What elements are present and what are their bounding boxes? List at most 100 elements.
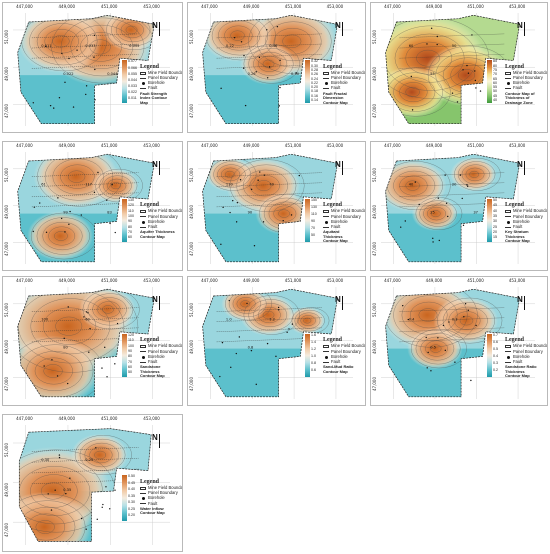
borehole-marker <box>39 202 41 204</box>
borehole-marker <box>474 79 477 82</box>
legend-item-label: Borehole <box>513 80 530 86</box>
borehole-marker <box>56 375 59 377</box>
color-scale-bar <box>305 199 310 242</box>
legend-title: Legend <box>140 479 160 485</box>
color-scale-tick: 80 <box>128 224 132 229</box>
legend-item: Mine Field Boundary <box>140 70 182 76</box>
x-coordinate-label: 453,000 <box>508 4 526 9</box>
borehole-marker <box>402 304 404 307</box>
panel-boundaries <box>399 172 505 208</box>
borehole-marker <box>400 226 402 228</box>
borehole-marker <box>430 370 432 372</box>
north-arrow-icon: N <box>152 295 158 304</box>
color-scale-tick: 45 <box>493 203 497 208</box>
borehole-marker <box>240 41 243 43</box>
borehole-marker <box>64 81 66 84</box>
x-coordinate-label: 453,000 <box>326 278 344 283</box>
color-scale-tick: 70 <box>311 226 315 231</box>
north-arrow-shaft <box>342 296 343 310</box>
legend-symbol-icon <box>324 220 328 224</box>
color-scale-tick: 0.2 <box>493 368 498 373</box>
borehole-marker <box>85 311 88 313</box>
north-arrow-shaft <box>524 22 525 36</box>
borehole-marker <box>430 27 433 29</box>
x-coordinate-label: 449,000 <box>58 4 76 9</box>
color-scale-tick: 0.22 <box>311 80 318 85</box>
borehole-marker <box>89 327 91 330</box>
borehole-marker <box>220 87 222 90</box>
boreholes <box>47 447 116 530</box>
x-coordinate-label: 449,000 <box>425 278 443 283</box>
borehole-marker <box>462 69 464 71</box>
y-coordinate-label: 49,000 <box>4 340 9 355</box>
color-scale-tick: 35 <box>493 213 497 218</box>
borehole-marker <box>471 34 473 36</box>
boreholes <box>220 171 300 247</box>
mine-field-boundary <box>202 288 338 398</box>
map-panel-1: 0.011 0.022 0.033 0.044 0.055 447,000 449,000 4… <box>2 2 183 133</box>
x-coordinate-label: 447,000 <box>16 416 33 421</box>
legend-item-label: Fault <box>148 500 158 506</box>
borehole-marker <box>239 179 242 181</box>
borehole-marker <box>80 214 83 216</box>
borehole-marker <box>102 503 104 506</box>
color-scale-tick: 0.066 <box>128 65 137 70</box>
borehole-marker <box>276 25 279 28</box>
north-arrow-icon: N <box>335 295 341 304</box>
legend-item-label: Fault <box>331 223 341 229</box>
legend-item: Borehole <box>140 219 176 225</box>
contour-field <box>385 154 520 262</box>
legend-item: Mine Field Boundary <box>140 209 182 214</box>
legend-item-label: Mine Field Boundary <box>148 343 183 349</box>
borehole-marker <box>286 331 288 333</box>
legend-item: Mine Field Boundary <box>505 344 547 349</box>
contour-value-label: 0.22 <box>226 44 234 48</box>
contour-value-label: 61 <box>41 183 46 187</box>
borehole-marker <box>436 43 438 46</box>
legend-item: Fault <box>140 359 176 365</box>
borehole-marker <box>96 518 98 521</box>
legend-item-label: Fault <box>513 358 523 364</box>
x-coordinate-label: 449,000 <box>242 4 260 9</box>
color-scale-tick: 1.2 <box>311 347 316 352</box>
x-coordinate-label: 449,000 <box>58 278 76 283</box>
color-scale-tick: 1.6 <box>311 333 316 338</box>
legend-item: Borehole <box>505 354 541 360</box>
north-arrow-icon: N <box>517 295 523 304</box>
color-scale-tick: 0.4 <box>493 354 498 359</box>
legend-symbol-icon <box>505 351 511 353</box>
x-coordinate-label: 451,000 <box>100 143 118 148</box>
mine-field-boundary <box>202 153 338 263</box>
x-coordinate-label: 447,000 <box>201 143 218 148</box>
y-coordinate-label: 49,000 <box>372 340 377 355</box>
map-legend: Legend Mine Field Boundary Panel Boundary B… <box>505 202 547 243</box>
borehole-marker <box>238 336 241 338</box>
legend-item-label: Panel Boundary <box>331 75 361 81</box>
borehole-marker <box>257 179 259 181</box>
legend-item: Mine Field Boundary <box>323 344 365 349</box>
borehole-marker <box>45 45 47 48</box>
x-coordinate-label: 449,000 <box>425 4 443 9</box>
y-coordinate-label: 47,000 <box>4 377 9 392</box>
color-scale-tick: 0.14 <box>311 97 318 102</box>
y-coordinate-label: 49,000 <box>189 205 194 220</box>
borehole-marker <box>262 221 265 223</box>
legend-item-label: Fault <box>331 358 341 364</box>
color-scale-tick: 45 <box>493 93 497 98</box>
borehole-marker <box>80 517 83 520</box>
borehole-marker <box>235 221 238 223</box>
north-arrow-icon: N <box>517 21 523 30</box>
color-scale-ticks: 130 120 110 100 90 80 70 60 <box>128 198 134 242</box>
borehole-marker <box>61 52 63 55</box>
color-scale-tick: 50 <box>493 198 497 203</box>
borehole-marker <box>253 245 256 247</box>
legend-item-label: Mine Field Boundary <box>148 69 183 75</box>
borehole-marker <box>427 351 429 354</box>
color-scale-tick: 30 <box>493 219 497 224</box>
color-scale-tick: 1.4 <box>311 340 316 345</box>
legend-item-label: Panel Boundary <box>513 348 543 354</box>
contour-value-label: 83 <box>107 211 112 215</box>
legend-symbol-icon <box>140 351 146 353</box>
panel-boundaries <box>216 307 323 343</box>
borehole-marker <box>114 231 116 234</box>
